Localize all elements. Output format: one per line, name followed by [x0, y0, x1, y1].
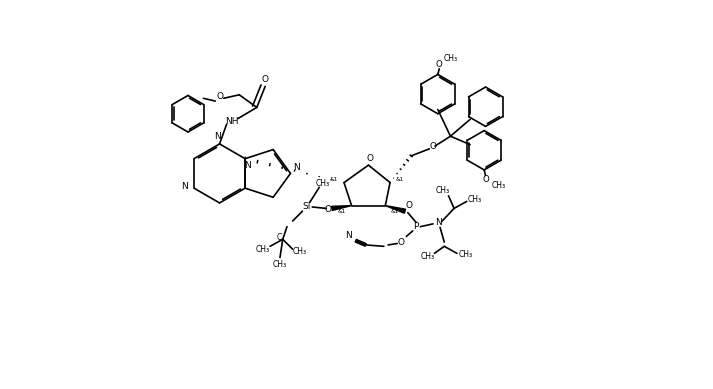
- Text: N: N: [293, 163, 299, 172]
- Text: CH₃: CH₃: [436, 186, 450, 194]
- Text: &1: &1: [330, 177, 338, 182]
- Text: O: O: [436, 60, 443, 69]
- Text: CH₃: CH₃: [444, 54, 458, 63]
- Text: N: N: [435, 218, 442, 227]
- Text: O: O: [216, 93, 223, 102]
- Text: CH₃: CH₃: [256, 245, 270, 254]
- Text: O: O: [325, 205, 332, 214]
- Text: N: N: [245, 161, 251, 170]
- Text: CH₃: CH₃: [292, 247, 307, 256]
- Text: CH₃: CH₃: [421, 252, 434, 261]
- Text: CH₃: CH₃: [468, 196, 482, 205]
- Polygon shape: [385, 206, 406, 213]
- Text: N: N: [182, 182, 188, 191]
- Text: NH: NH: [225, 117, 239, 126]
- Polygon shape: [332, 206, 352, 210]
- Text: O: O: [262, 75, 269, 84]
- Text: C: C: [277, 233, 282, 242]
- Text: CH₃: CH₃: [273, 260, 287, 269]
- Text: O: O: [397, 238, 404, 247]
- Text: O: O: [366, 154, 374, 163]
- Text: CH₃: CH₃: [316, 179, 330, 187]
- Text: CH₃: CH₃: [491, 181, 506, 190]
- Text: O: O: [406, 201, 413, 210]
- Text: CH₃: CH₃: [458, 250, 473, 259]
- Text: O: O: [482, 175, 489, 184]
- Text: &1: &1: [391, 209, 399, 214]
- Text: &1: &1: [396, 177, 404, 182]
- Text: O: O: [429, 142, 436, 151]
- Text: Si: Si: [302, 203, 311, 212]
- Text: N: N: [214, 132, 221, 142]
- Text: P: P: [414, 222, 419, 231]
- Text: &1: &1: [338, 209, 346, 214]
- Text: N: N: [345, 231, 352, 240]
